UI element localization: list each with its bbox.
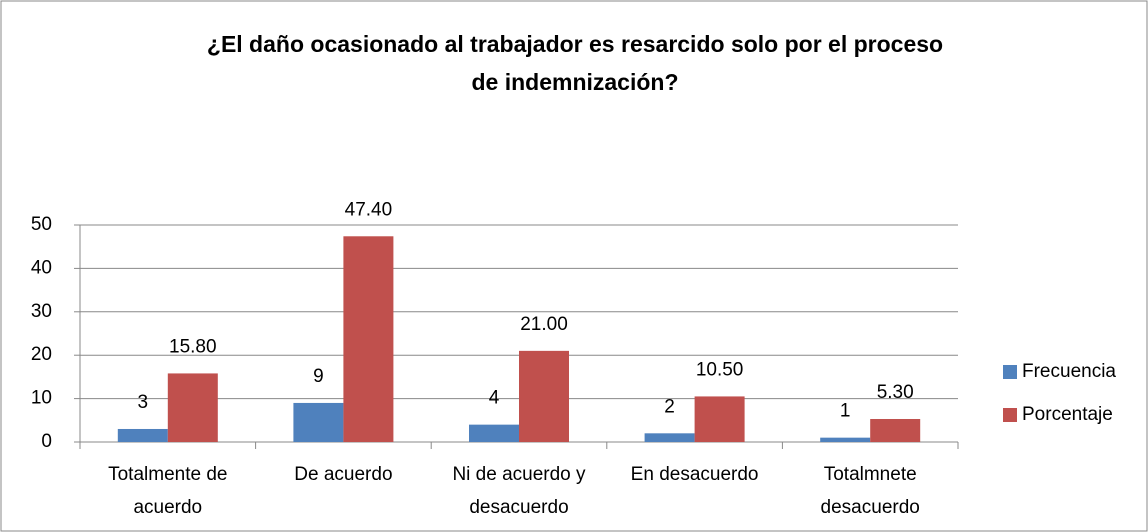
x-tick-label: desacuerdo <box>821 497 920 518</box>
data-label: 1 <box>840 401 851 422</box>
bar <box>519 350 569 442</box>
x-tick-label: acuerdo <box>133 497 202 518</box>
legend-swatch <box>1003 365 1017 379</box>
y-tick-label: 30 <box>31 301 52 322</box>
bar <box>644 433 695 442</box>
bar <box>167 373 218 442</box>
data-label: 15.80 <box>169 336 217 357</box>
x-tick-label: Totalmnete <box>824 464 917 485</box>
bar <box>870 418 921 442</box>
data-label: 47.40 <box>345 199 393 220</box>
legend-label: Frecuencia <box>1022 361 1116 382</box>
y-tick-label: 50 <box>31 214 52 235</box>
x-tick-label: En desacuerdo <box>631 464 759 485</box>
bar <box>469 424 519 442</box>
data-label: 5.30 <box>877 382 914 403</box>
bar <box>117 428 168 442</box>
data-label: 21.00 <box>520 314 568 335</box>
y-tick-label: 20 <box>31 344 52 365</box>
bar <box>343 236 394 442</box>
x-tick-label: desacuerdo <box>469 497 568 518</box>
y-tick-label: 10 <box>31 388 52 409</box>
chart-title: ¿El daño ocasionado al trabajador es res… <box>207 31 943 57</box>
bar <box>694 396 745 442</box>
chart-title: de indemnización? <box>471 69 678 95</box>
data-label: 9 <box>313 366 324 387</box>
data-label: 4 <box>489 388 500 409</box>
data-label: 2 <box>664 396 675 417</box>
x-tick-label: Ni de acuerdo y <box>452 464 586 485</box>
bar <box>293 402 344 442</box>
y-tick-label: 40 <box>31 257 52 278</box>
x-tick-label: De acuerdo <box>294 464 392 485</box>
data-label: 10.50 <box>696 359 744 380</box>
x-tick-label: Totalmente de <box>108 464 227 485</box>
legend-swatch <box>1003 408 1017 422</box>
y-tick-label: 0 <box>41 431 52 452</box>
data-label: 3 <box>138 392 149 413</box>
legend-label: Porcentaje <box>1022 404 1113 425</box>
bar <box>820 437 871 442</box>
